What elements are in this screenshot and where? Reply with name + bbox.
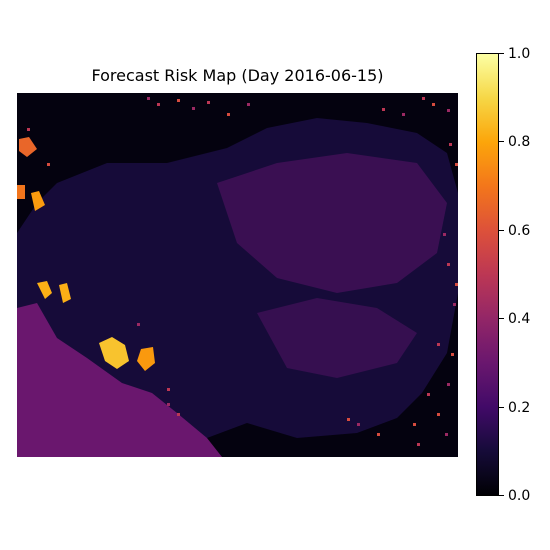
scattered-pixel [377,433,380,436]
colorbar-tick-label: 0.6 [508,223,531,239]
scattered-pixel [207,101,210,104]
scattered-pixel [427,393,430,396]
scattered-pixel [177,413,180,416]
scattered-pixel [357,423,360,426]
scattered-pixel [137,323,140,326]
scattered-pixel [449,143,452,146]
scattered-pixel [422,97,425,100]
scattered-pixel [432,103,435,106]
colorbar-tick-label: 1.0 [508,46,531,62]
scattered-pixel [147,97,150,100]
heatmap-plot [17,93,458,457]
scattered-pixel [447,383,450,386]
scattered-pixel [47,163,50,166]
colorbar-tick-label: 0.8 [508,134,531,150]
scattered-pixel [437,413,440,416]
region-landmass-highlights [217,153,447,293]
scattered-pixel [347,418,350,421]
colorbar-tick-label: 0.4 [508,311,531,327]
hotspot-west [37,281,52,299]
scattered-pixel [157,103,160,106]
colorbar-tick [499,141,504,142]
scattered-pixel [227,113,230,116]
colorbar [476,53,499,496]
scattered-pixel [453,303,456,306]
scattered-pixel [27,128,30,131]
scattered-pixel [455,163,458,166]
scattered-pixel [413,423,416,426]
hotspot-southwest [99,337,129,369]
colorbar-fill [477,54,498,495]
hotspot-west [59,283,71,303]
heatmap-svg [17,93,458,457]
scattered-pixel [402,113,405,116]
scattered-pixel [417,443,420,446]
colorbar-tick [499,318,504,319]
hotspot-west [17,185,25,199]
colorbar-tick [499,230,504,231]
scattered-pixel [455,283,458,286]
colorbar-tick-label: 0.0 [508,488,531,504]
colorbar-tick [499,407,504,408]
colorbar-tick [499,53,504,54]
scattered-pixel [167,403,170,406]
region-landmass-highlights [257,298,417,378]
scattered-pixel [382,108,385,111]
region-southwest [17,303,222,457]
scattered-pixel [447,109,450,112]
scattered-pixel [443,233,446,236]
scattered-pixel [177,99,180,102]
scattered-pixel [445,433,448,436]
scattered-pixel [167,388,170,391]
colorbar-tick [499,495,504,496]
hotspot-southwest [137,347,155,371]
chart-title: Forecast Risk Map (Day 2016-06-15) [91,66,384,85]
scattered-pixel [437,343,440,346]
colorbar-tick-label: 0.2 [508,400,531,416]
colorbar-gradient [477,54,498,495]
scattered-pixel [247,103,250,106]
scattered-pixel [451,353,454,356]
scattered-pixel [192,107,195,110]
hotspot-west [31,191,45,211]
scattered-pixel [447,263,450,266]
hotspot-west [19,137,37,157]
